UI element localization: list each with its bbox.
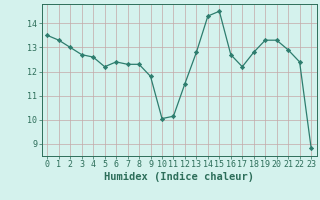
X-axis label: Humidex (Indice chaleur): Humidex (Indice chaleur) <box>104 172 254 182</box>
